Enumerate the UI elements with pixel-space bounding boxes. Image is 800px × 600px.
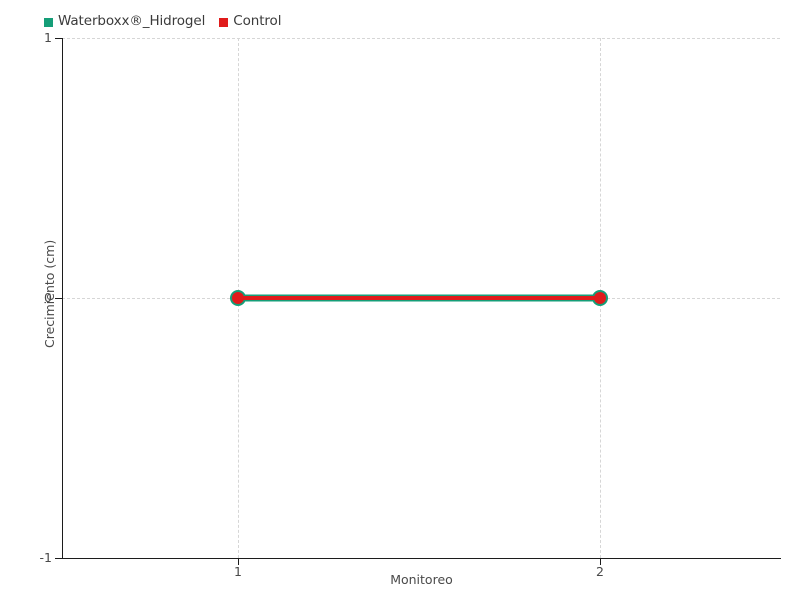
y-axis-title: Crecimiento (cm) [42,239,57,348]
x-tick-label-2: 2 [596,564,604,579]
gridline-vertical-2 [600,38,601,558]
legend-item-control[interactable]: Control [219,15,281,29]
legend-label: Control [233,13,282,30]
y-tick-mark-minus1 [55,558,62,559]
gridline-vertical-1 [238,38,239,558]
gridline-horizontal-1 [62,38,780,39]
square-marker-icon [44,17,53,27]
x-tick-mark-1 [238,558,239,565]
x-axis-title: Monitoreo [390,572,453,587]
gridline-horizontal-0 [62,298,780,299]
plot-area [62,38,780,558]
y-tick-label-0: 0 [44,290,52,305]
x-tick-mark-2 [600,558,601,565]
x-tick-label-1: 1 [234,564,242,579]
y-tick-mark-1 [55,38,62,39]
y-tick-label-minus1: -1 [39,550,52,565]
chart-legend: Waterboxx®_Hidrogel Control [44,10,281,34]
y-axis-line [62,38,63,558]
legend-item-waterboxx-hidrogel[interactable]: Waterboxx®_Hidrogel [44,15,205,29]
x-axis-line [62,558,781,559]
y-tick-label-1: 1 [44,30,52,45]
y-tick-mark-0 [55,298,62,299]
square-marker-icon [219,17,229,27]
legend-label: Waterboxx®_Hidrogel [58,13,206,30]
